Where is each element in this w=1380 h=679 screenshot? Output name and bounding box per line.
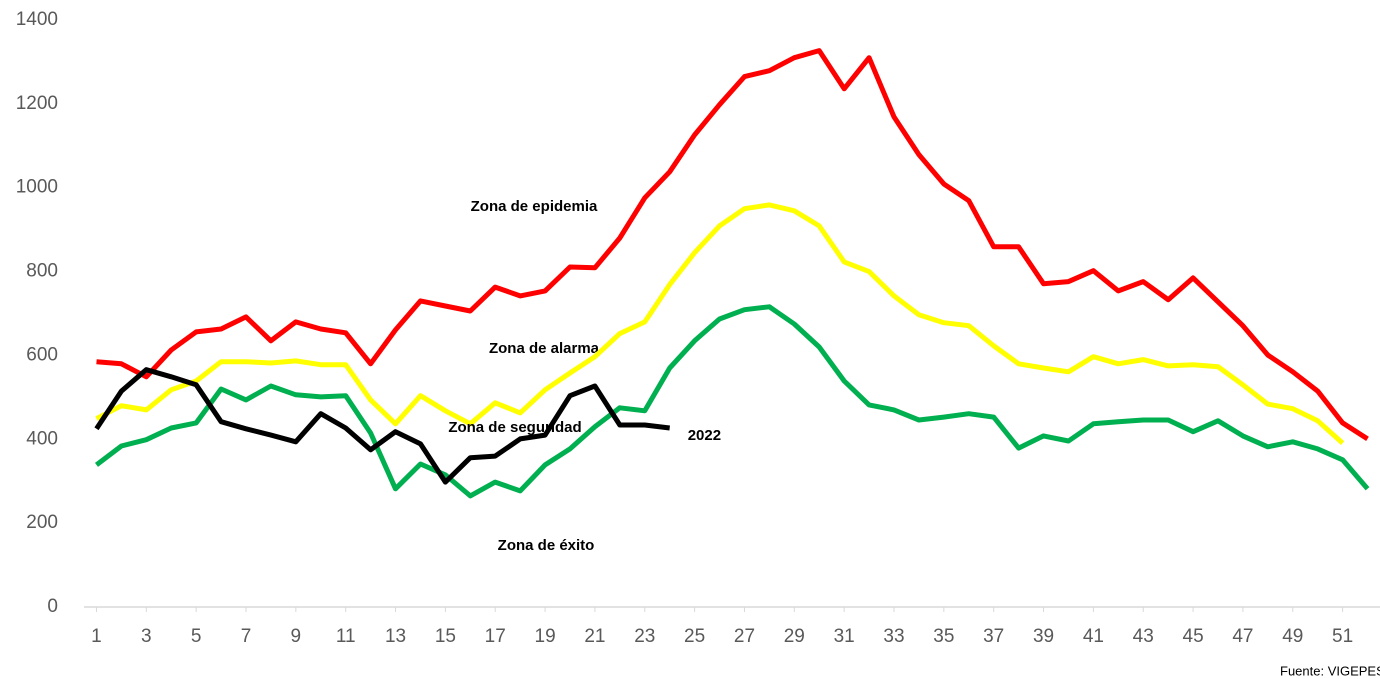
annotation: Zona de epidemia	[471, 198, 598, 215]
x-tick-label: 13	[385, 626, 406, 647]
x-tick-label: 3	[141, 626, 152, 647]
y-tick-label: 800	[26, 261, 58, 282]
x-tick-label: 27	[734, 626, 755, 647]
x-tick-label: 23	[634, 626, 655, 647]
x-tick-label: 15	[435, 626, 456, 647]
y-tick-label: 0	[47, 596, 58, 617]
x-tick-label: 43	[1133, 626, 1154, 647]
series-line	[94, 304, 1370, 499]
x-tick-label: 31	[834, 626, 855, 647]
y-tick-label: 600	[26, 344, 58, 365]
x-tick-label: 45	[1183, 626, 1204, 647]
series-line	[94, 367, 670, 485]
x-tick-label: 35	[933, 626, 954, 647]
x-tick-label: 21	[584, 626, 605, 647]
x-tick-label: 19	[535, 626, 556, 647]
x-tick-label: 1	[91, 626, 102, 647]
y-tick-label: 400	[26, 428, 58, 449]
annotation: Zona de éxito	[498, 537, 595, 554]
x-tick-label: 49	[1282, 626, 1303, 647]
y-tick-label: 1000	[16, 177, 58, 198]
x-tick-label: 29	[784, 626, 805, 647]
x-tick-label: 7	[241, 626, 252, 647]
y-tick-label: 200	[26, 512, 58, 533]
series-line	[96, 48, 1369, 442]
x-tick-label: 25	[684, 626, 705, 647]
x-tick-label: 33	[883, 626, 904, 647]
x-tick-label: 17	[485, 626, 506, 647]
annotation: Zona de alarma	[489, 340, 600, 357]
x-tick-label: 5	[191, 626, 202, 647]
x-tick-label: 39	[1033, 626, 1054, 647]
y-tick-label: 1400	[16, 9, 58, 30]
x-tick-label: 51	[1332, 626, 1353, 647]
x-tick-label: 37	[983, 626, 1004, 647]
x-tick-label: 47	[1232, 626, 1253, 647]
series-line	[95, 202, 1345, 445]
annotation: Zona de seguridad	[448, 419, 581, 436]
y-tick-label: 1200	[16, 93, 58, 114]
series-label: 2022	[688, 427, 721, 444]
source: Fuente: VIGEPES	[1280, 663, 1380, 678]
x-tick-label: 41	[1083, 626, 1104, 647]
x-tick-label: 9	[291, 626, 302, 647]
x-tick-label: 11	[336, 626, 356, 647]
